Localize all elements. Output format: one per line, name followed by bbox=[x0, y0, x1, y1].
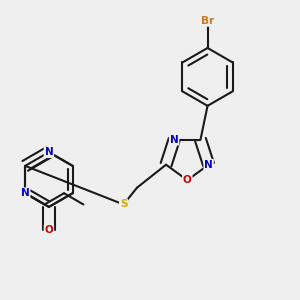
Text: O: O bbox=[44, 225, 53, 235]
Text: N: N bbox=[44, 147, 53, 157]
Text: S: S bbox=[120, 200, 127, 209]
Text: N: N bbox=[170, 135, 178, 145]
Text: Br: Br bbox=[201, 16, 214, 26]
Text: N: N bbox=[21, 188, 30, 198]
Text: N: N bbox=[204, 160, 213, 170]
Text: O: O bbox=[183, 175, 192, 185]
